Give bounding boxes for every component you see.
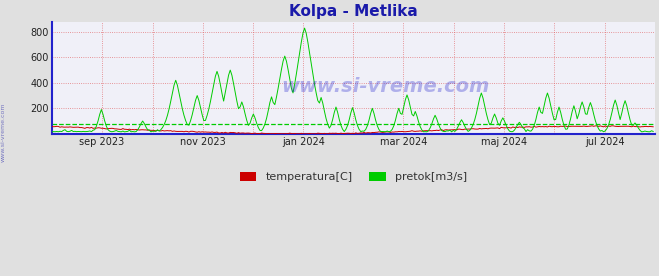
Title: Kolpa - Metlika: Kolpa - Metlika (289, 4, 418, 19)
Legend: temperatura[C], pretok[m3/s]: temperatura[C], pretok[m3/s] (235, 167, 471, 187)
Text: www.si-vreme.com: www.si-vreme.com (281, 77, 490, 96)
Text: www.si-vreme.com: www.si-vreme.com (1, 103, 6, 162)
